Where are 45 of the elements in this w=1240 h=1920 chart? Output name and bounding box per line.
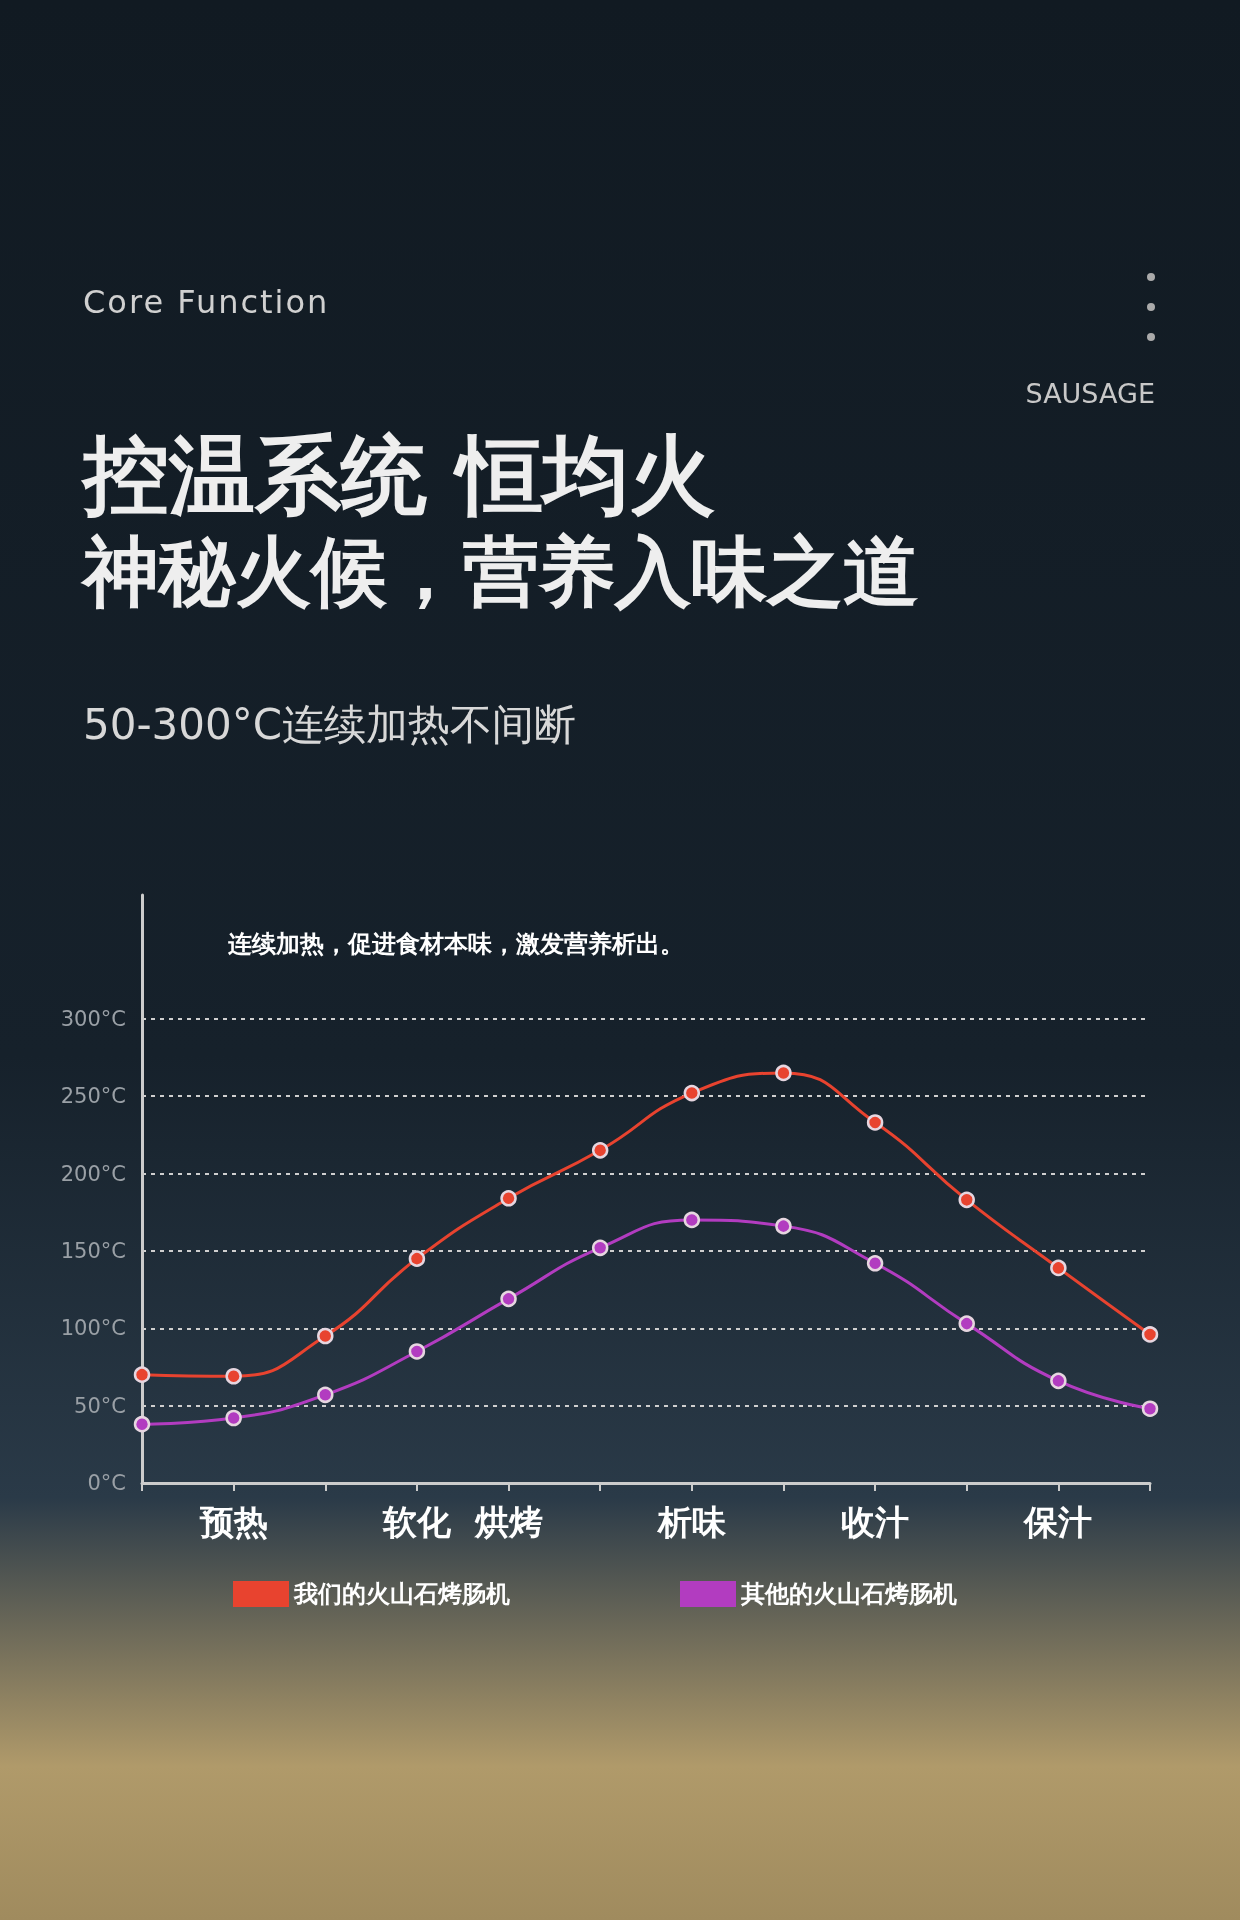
point	[317, 1386, 334, 1404]
y-tick-label: 100°C	[60, 1316, 126, 1341]
legend-label: 其他的火山石烤肠机	[740, 1580, 957, 1608]
y-tick-label: 200°C	[60, 1161, 126, 1186]
point	[500, 1190, 517, 1207]
x-tick-label: 保汁	[1022, 1502, 1093, 1542]
chart-subtitle: 神秘火候，营养入味之道	[83, 527, 919, 616]
annotation: 连续加热，促进食材本味，激发营养析出。	[227, 930, 684, 958]
point	[775, 1217, 792, 1235]
x-tick-label: 烘烤	[473, 1502, 543, 1542]
point	[500, 1290, 517, 1308]
point	[958, 1315, 975, 1332]
point	[591, 1142, 609, 1159]
point	[866, 1255, 884, 1272]
x-tick-label: 软化	[381, 1502, 452, 1542]
y-tick-label: 250°C	[60, 1084, 126, 1109]
point	[133, 1366, 151, 1383]
point	[1141, 1400, 1159, 1417]
x-tick-label: 析味	[655, 1502, 727, 1542]
legend-label: 我们的火山石烤肠机	[293, 1580, 510, 1608]
point	[1050, 1372, 1067, 1390]
x-tick-label: 预热	[198, 1502, 268, 1542]
point	[1050, 1259, 1067, 1277]
y-tick-label: 300°C	[60, 1006, 126, 1031]
x-tick-label: 收汁	[841, 1502, 910, 1542]
text: SAUSAGE	[1025, 378, 1155, 409]
y-tick-label: 150°C	[60, 1238, 126, 1263]
point	[408, 1250, 426, 1267]
y-tick-label: 50°C	[74, 1393, 126, 1418]
chart-title: 控温系统 恒均火	[83, 425, 715, 525]
point	[958, 1191, 975, 1209]
point	[225, 1409, 242, 1427]
point	[866, 1114, 884, 1131]
point	[317, 1327, 334, 1345]
point	[775, 1064, 792, 1082]
point	[683, 1211, 701, 1229]
point	[408, 1343, 426, 1360]
point	[133, 1415, 151, 1433]
point	[683, 1084, 701, 1102]
point	[1141, 1326, 1159, 1343]
point	[225, 1367, 242, 1385]
y-tick-label: 0°C	[87, 1471, 126, 1495]
text: Core Function	[83, 283, 330, 321]
text: 50-300°C连续加热不间断	[83, 699, 577, 751]
point	[591, 1239, 609, 1257]
